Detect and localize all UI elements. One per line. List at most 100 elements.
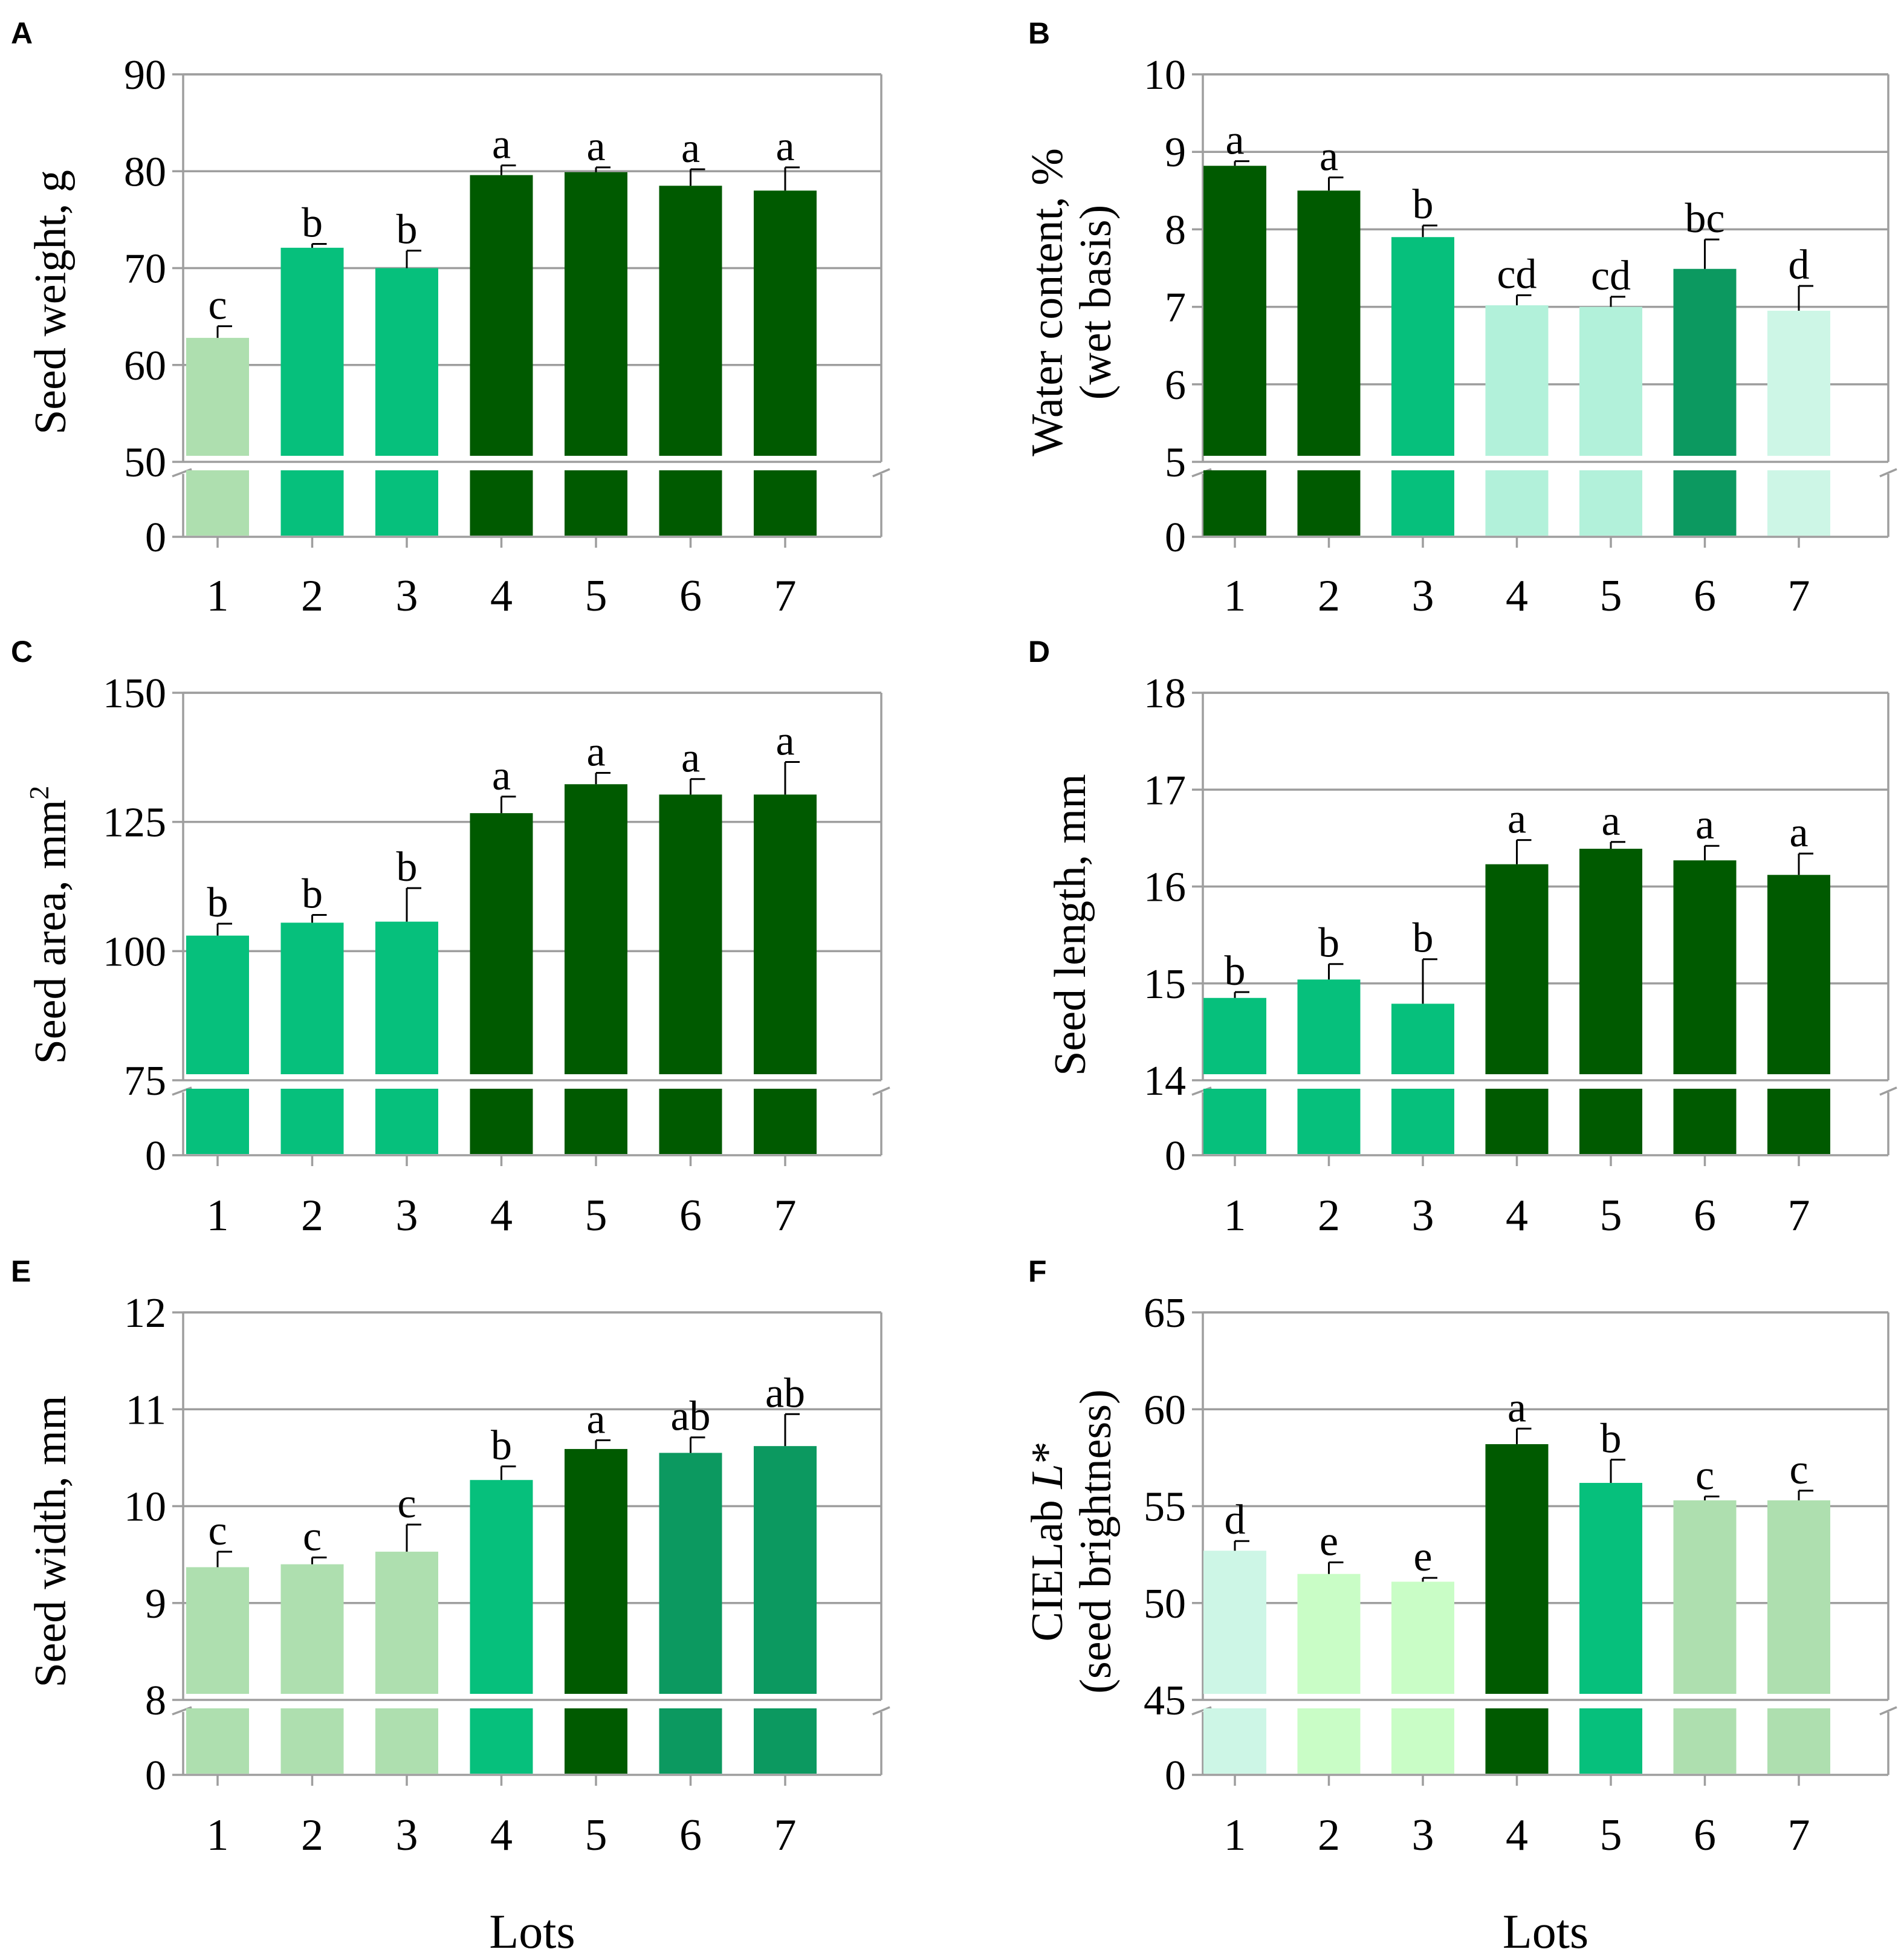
bar-base bbox=[1203, 470, 1266, 536]
bar bbox=[565, 1448, 627, 1694]
panel-letter: C bbox=[11, 635, 33, 669]
bar bbox=[1767, 875, 1830, 1074]
x-tick-label: 3 bbox=[1412, 571, 1434, 621]
bar-base bbox=[659, 470, 722, 536]
significance-label: cd bbox=[1497, 251, 1536, 297]
significance-label: cd bbox=[1591, 253, 1631, 299]
x-tick-label: 3 bbox=[1412, 1811, 1434, 1860]
x-tick-label: 3 bbox=[1412, 1191, 1434, 1240]
x-tick-label: 2 bbox=[301, 1811, 323, 1860]
y-tick-label: 16 bbox=[1144, 864, 1186, 911]
bar bbox=[1579, 849, 1642, 1074]
bar bbox=[565, 784, 627, 1074]
significance-label: bc bbox=[1685, 195, 1724, 242]
bar bbox=[1203, 1551, 1266, 1694]
bar-base bbox=[280, 470, 344, 536]
bar-base bbox=[1579, 470, 1642, 536]
panel-letter: B bbox=[1028, 16, 1050, 50]
axis-break-mark bbox=[1879, 468, 1897, 478]
bar-base bbox=[1767, 1708, 1830, 1774]
y-axis-title-part: Seed length, mm bbox=[1046, 774, 1095, 1075]
bar bbox=[565, 172, 627, 456]
x-tick-label: 5 bbox=[1600, 1811, 1622, 1860]
significance-label: b bbox=[302, 871, 323, 918]
y-tick-label: 10 bbox=[1144, 52, 1186, 99]
x-tick-label: 1 bbox=[1224, 1191, 1246, 1240]
bar bbox=[754, 794, 817, 1074]
bar-base bbox=[754, 470, 817, 536]
bar-base bbox=[470, 1708, 533, 1774]
y-tick-label: 9 bbox=[145, 1581, 166, 1627]
x-tick-label: 7 bbox=[774, 1811, 797, 1860]
bar-base bbox=[375, 470, 438, 536]
y-tick-label-zero: 0 bbox=[1165, 1752, 1186, 1799]
axis-break-mark bbox=[1879, 1706, 1897, 1716]
significance-label: ab bbox=[670, 1393, 710, 1440]
x-tick-label: 6 bbox=[679, 571, 702, 621]
y-tick-label-zero: 0 bbox=[145, 514, 166, 561]
y-tick-label: 70 bbox=[124, 246, 166, 293]
x-tick-label: 1 bbox=[207, 571, 229, 621]
x-tick-label: 1 bbox=[1224, 571, 1246, 621]
y-tick-label: 15 bbox=[1144, 961, 1186, 1008]
bar-base bbox=[565, 470, 627, 536]
bar-base bbox=[1485, 1708, 1549, 1774]
bar bbox=[470, 175, 533, 456]
bar-base bbox=[470, 470, 533, 536]
bar-base bbox=[1579, 1089, 1642, 1154]
y-tick-label: 18 bbox=[1144, 670, 1186, 717]
y-axis-title: Water content, % bbox=[1023, 148, 1072, 456]
x-tick-label: 3 bbox=[396, 571, 418, 621]
axis-break-mark bbox=[872, 1706, 890, 1716]
bar-base bbox=[754, 1708, 817, 1774]
significance-label: ab bbox=[765, 1370, 805, 1416]
bar-base bbox=[1767, 1089, 1830, 1154]
y-tick-label: 5 bbox=[1165, 439, 1186, 486]
bar-base bbox=[1485, 470, 1549, 536]
bar-base bbox=[1485, 1089, 1549, 1154]
bar-base bbox=[1673, 1089, 1737, 1154]
bar bbox=[1673, 860, 1737, 1074]
bar-base bbox=[186, 470, 249, 536]
bar bbox=[186, 337, 249, 456]
y-axis-title-superscript: 2 bbox=[24, 786, 54, 800]
significance-label: a bbox=[1695, 802, 1714, 848]
y-axis-title: Seed width, mm bbox=[26, 1395, 76, 1687]
y-tick-label: 50 bbox=[124, 439, 166, 486]
bar bbox=[1391, 1003, 1454, 1074]
panel-a: A 50 60 70 80 90 0 Seed weight, g c 1 b 2 b 3 a 4 a 5 a 6 a 7 bbox=[11, 16, 890, 621]
bar bbox=[1673, 268, 1737, 456]
significance-label: a bbox=[492, 753, 511, 799]
bar-base bbox=[186, 1708, 249, 1774]
y-tick-label: 12 bbox=[124, 1290, 166, 1337]
y-axis-title-part: * bbox=[1023, 1442, 1072, 1464]
panel-letter: F bbox=[1028, 1254, 1047, 1288]
bar bbox=[470, 813, 533, 1074]
y-axis-title: (wet basis) bbox=[1071, 205, 1121, 400]
panel-letter: E bbox=[11, 1254, 31, 1288]
y-tick-label: 55 bbox=[1144, 1484, 1186, 1531]
x-tick-label: 2 bbox=[1318, 1811, 1340, 1860]
significance-label: a bbox=[681, 735, 700, 782]
y-tick-label: 100 bbox=[103, 929, 166, 975]
y-tick-label: 150 bbox=[103, 670, 166, 717]
significance-label: a bbox=[1789, 809, 1808, 856]
significance-label: c bbox=[397, 1480, 416, 1527]
bar bbox=[280, 247, 344, 456]
x-tick-label: 4 bbox=[1506, 571, 1528, 621]
significance-label: a bbox=[586, 728, 605, 775]
bar bbox=[1297, 1574, 1361, 1694]
bar bbox=[1297, 979, 1361, 1074]
x-tick-label: 5 bbox=[585, 571, 607, 621]
bar bbox=[1297, 190, 1361, 456]
x-tick-label: 6 bbox=[1694, 1191, 1716, 1240]
bar-base bbox=[1297, 1708, 1361, 1774]
bar-base bbox=[659, 1089, 722, 1154]
y-tick-label: 17 bbox=[1144, 767, 1186, 814]
bar bbox=[1767, 1500, 1830, 1694]
y-tick-label: 7 bbox=[1165, 285, 1186, 331]
axis-break-mark bbox=[872, 468, 890, 478]
bar bbox=[280, 1564, 344, 1694]
